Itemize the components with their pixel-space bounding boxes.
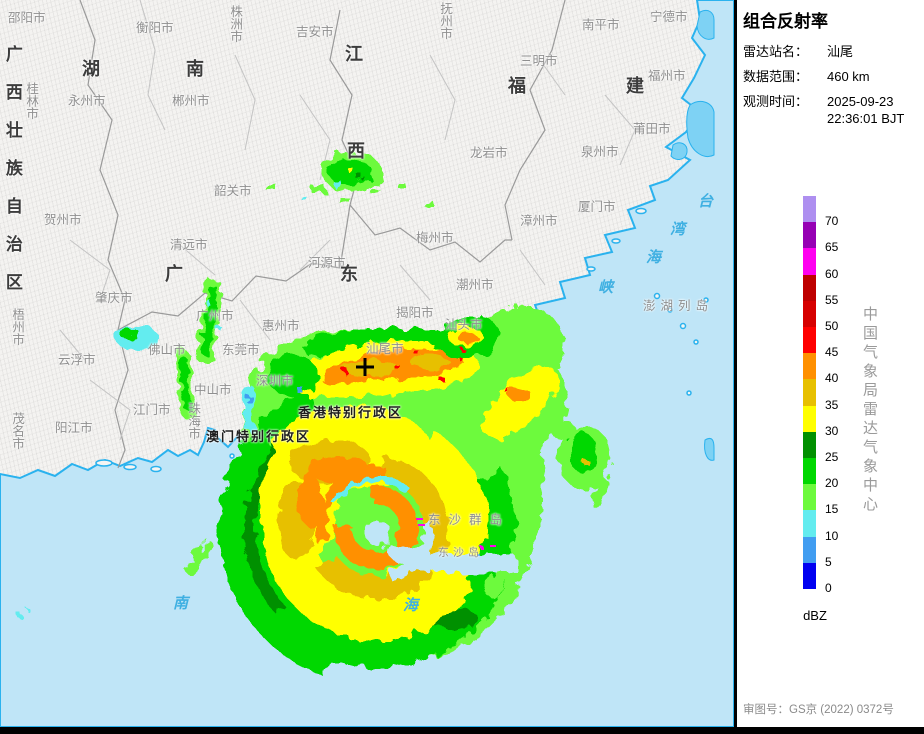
colorbar-tick-label: 65 [825, 240, 839, 255]
colorbar-tick-label: 15 [825, 502, 839, 517]
station-label: 雷达站名： [743, 44, 809, 59]
colorbar-tick-label: 40 [825, 371, 839, 386]
colorbar-segment [803, 196, 816, 223]
map-canvas [0, 0, 734, 727]
colorbar-tick-label: 35 [825, 397, 839, 412]
typhoon-eye [365, 520, 391, 546]
colorbar-tick-label: 70 [825, 214, 839, 229]
time-row: 观测时间： 2025-09-23 [743, 91, 894, 110]
colorbar-segment [803, 274, 816, 301]
colorbar-tick-label: 50 [825, 319, 839, 333]
org-vertical-text: 中国气象局雷达气象中心 [861, 306, 878, 515]
time-date: 2025-09-23 [827, 94, 894, 109]
map-license: 审图号：GS京 (2022) 0372号 [743, 704, 894, 716]
colorbar-segment [803, 405, 816, 432]
colorbar-segment [803, 300, 816, 327]
colorbar-segment [803, 379, 816, 406]
colorbar-tick-label: 20 [825, 476, 839, 491]
panel-divider [734, 0, 737, 734]
coastal-island-cluster [670, 9, 715, 461]
time-clock: 22:36:01 BJT [827, 111, 905, 126]
range-label: 数据范围： [743, 69, 809, 84]
colorbar-tick-label: 10 [825, 528, 839, 543]
colorbar-segment [803, 248, 816, 275]
reef-symbols [416, 518, 496, 547]
bottom-border [0, 727, 924, 734]
radar-echo-layer [18, 152, 611, 685]
colorbar-segment [803, 484, 816, 511]
colorbar-tick-label: 60 [825, 266, 839, 281]
station-row: 雷达站名： 汕尾 [743, 41, 853, 60]
colorbar-tick-label: 55 [825, 292, 839, 307]
colorbar-tick-label: 45 [825, 345, 839, 360]
station-value: 汕尾 [827, 44, 854, 59]
colorbar-tick-label: 5 [825, 554, 832, 569]
range-value: 460 km [827, 69, 870, 84]
colorbar-segment [803, 458, 816, 485]
time-label: 观测时间： [743, 94, 809, 109]
colorbar-segment [803, 562, 816, 589]
colorbar-tick-label: 30 [825, 423, 839, 438]
radar-station-marker [356, 358, 374, 376]
colorbar-tick-label: 0 [825, 581, 832, 595]
colorbar-unit: dBZ [803, 608, 827, 623]
colorbar-segment [803, 510, 816, 537]
map-area: 邵阳市 衡阳市 株洲市 吉安市 抚州市 南平市 宁德市 三明市 福州市 莆田市 泉州市 龙岩市 永州市郴… [0, 0, 734, 727]
colorbar-segment [803, 222, 816, 249]
colorbar-segment [803, 327, 816, 354]
colorbar-segment [803, 431, 816, 458]
info-panel: 组合反射率 雷达站名： 汕尾 数据范围： 460 km 观测时间： 2025-09-2… [737, 0, 924, 727]
colorbar-segment [803, 353, 816, 380]
city-borders [59, 0, 636, 441]
colorbar-segment [803, 536, 816, 563]
range-row: 数据范围： 460 km [743, 66, 870, 85]
product-title: 组合反射率 [743, 12, 828, 31]
colorbar-tick-label: 25 [825, 450, 839, 464]
